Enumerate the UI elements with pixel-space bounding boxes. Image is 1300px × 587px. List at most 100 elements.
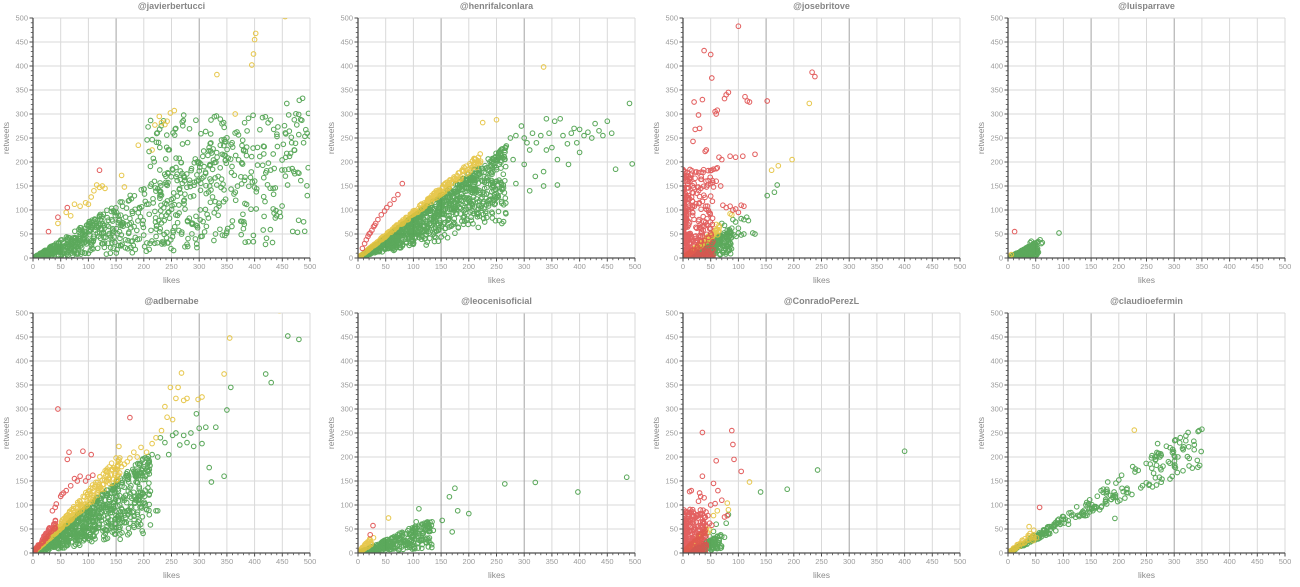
svg-text:150: 150 bbox=[1085, 262, 1098, 271]
subplot-title: @claudioefermin bbox=[1110, 296, 1183, 306]
gridlines bbox=[1008, 312, 1286, 553]
subplot-title: @henrifalconlara bbox=[460, 1, 534, 11]
svg-text:150: 150 bbox=[760, 262, 773, 271]
svg-text:300: 300 bbox=[340, 110, 353, 119]
svg-text:50: 50 bbox=[1032, 262, 1040, 271]
svg-text:250: 250 bbox=[165, 262, 178, 271]
subplot-canvas: 0050501001001501502002002502503003003503… bbox=[0, 0, 325, 295]
data-points bbox=[1008, 426, 1205, 553]
subplot-title: @josebritove bbox=[793, 1, 850, 11]
svg-text:300: 300 bbox=[843, 262, 856, 271]
svg-text:350: 350 bbox=[871, 262, 884, 271]
axis-ticks bbox=[679, 312, 961, 557]
svg-text:450: 450 bbox=[340, 38, 353, 47]
tick-labels: 0050501001001501502002002502503003003503… bbox=[340, 309, 641, 566]
svg-text:200: 200 bbox=[788, 262, 801, 271]
y-axis-label: retweets bbox=[651, 122, 661, 154]
svg-text:450: 450 bbox=[665, 38, 678, 47]
x-axis-label: likes bbox=[163, 570, 180, 580]
svg-text:100: 100 bbox=[15, 206, 28, 215]
data-points bbox=[358, 64, 635, 258]
axis-ticks bbox=[29, 17, 311, 262]
axis-ticks bbox=[679, 17, 961, 262]
svg-text:200: 200 bbox=[990, 158, 1003, 167]
svg-text:0: 0 bbox=[1006, 262, 1010, 271]
svg-text:250: 250 bbox=[815, 262, 828, 271]
subplot-ConradoPerezL: 0 0 50 50 100 100 150 150 200 200 250 250 300 300 350 3… bbox=[650, 295, 975, 587]
svg-text:0: 0 bbox=[31, 262, 35, 271]
svg-text:500: 500 bbox=[629, 262, 642, 271]
red-points bbox=[1036, 504, 1043, 511]
gridlines bbox=[1008, 17, 1286, 258]
svg-text:150: 150 bbox=[435, 262, 448, 271]
svg-text:400: 400 bbox=[990, 62, 1003, 71]
svg-text:0: 0 bbox=[349, 254, 353, 263]
svg-text:400: 400 bbox=[573, 262, 586, 271]
subplot-title: @javierbertucci bbox=[138, 1, 205, 11]
svg-text:50: 50 bbox=[670, 230, 678, 239]
svg-text:200: 200 bbox=[665, 158, 678, 167]
gridlines bbox=[358, 17, 636, 258]
tick-labels: 0050501001001501502002002502503003003503… bbox=[665, 14, 966, 271]
svg-text:100: 100 bbox=[990, 206, 1003, 215]
subplot-claudioefermin: 0 0 50 50 100 100 150 150 200 200 250 250 300 300 350 3… bbox=[975, 295, 1300, 587]
tick-labels: 0050501001001501502002002502503003003503… bbox=[15, 14, 316, 271]
gridlines bbox=[683, 312, 961, 553]
svg-text:0: 0 bbox=[999, 254, 1003, 263]
svg-text:400: 400 bbox=[898, 262, 911, 271]
figure-row-1: 0 0 50 50 100 100 150 150 200 200 250 250 300 300 350 3… bbox=[0, 0, 1300, 295]
svg-text:0: 0 bbox=[24, 254, 28, 263]
svg-text:50: 50 bbox=[20, 230, 28, 239]
subplot-josebritove: 0 0 50 50 100 100 150 150 200 200 250 250 300 300 350 3… bbox=[650, 0, 975, 295]
gridlines bbox=[358, 312, 636, 553]
subplot-canvas: 0050501001001501502002002502503003003503… bbox=[0, 295, 325, 587]
svg-text:500: 500 bbox=[954, 262, 967, 271]
svg-text:0: 0 bbox=[674, 254, 678, 263]
x-axis-label: likes bbox=[1138, 275, 1155, 285]
svg-text:350: 350 bbox=[15, 86, 28, 95]
subplot-title: @luisparrave bbox=[1118, 1, 1175, 11]
svg-text:400: 400 bbox=[340, 62, 353, 71]
svg-text:300: 300 bbox=[990, 110, 1003, 119]
svg-text:100: 100 bbox=[340, 206, 353, 215]
svg-text:200: 200 bbox=[138, 262, 151, 271]
svg-text:350: 350 bbox=[546, 262, 559, 271]
svg-text:350: 350 bbox=[990, 86, 1003, 95]
subplot-leocenisoficial: 0 0 50 50 100 100 150 150 200 200 250 250 300 300 350 3… bbox=[325, 295, 650, 587]
svg-text:100: 100 bbox=[732, 262, 745, 271]
subplot-canvas: 0050501001001501502002002502503003003503… bbox=[975, 0, 1300, 295]
svg-text:50: 50 bbox=[382, 262, 390, 271]
svg-text:400: 400 bbox=[15, 62, 28, 71]
svg-text:300: 300 bbox=[665, 110, 678, 119]
svg-text:200: 200 bbox=[15, 158, 28, 167]
svg-text:350: 350 bbox=[665, 86, 678, 95]
svg-text:150: 150 bbox=[990, 182, 1003, 191]
axis-ticks bbox=[354, 312, 636, 557]
svg-text:250: 250 bbox=[15, 134, 28, 143]
red-points bbox=[367, 522, 376, 538]
subplot-canvas: 0050501001001501502002002502503003003503… bbox=[325, 0, 650, 295]
y-axis-label: retweets bbox=[326, 417, 336, 449]
svg-text:450: 450 bbox=[1251, 262, 1264, 271]
y-axis-label: retweets bbox=[326, 122, 336, 154]
tick-labels: 0050501001001501502002002502503003003503… bbox=[990, 14, 1291, 271]
svg-text:350: 350 bbox=[221, 262, 234, 271]
subplot-canvas: 0050501001001501502002002502503003003503… bbox=[975, 295, 1300, 587]
svg-text:250: 250 bbox=[665, 134, 678, 143]
tick-labels: 0050501001001501502002002502503003003503… bbox=[340, 14, 641, 271]
x-axis-label: likes bbox=[488, 275, 505, 285]
svg-text:50: 50 bbox=[345, 230, 353, 239]
svg-text:500: 500 bbox=[1279, 262, 1292, 271]
svg-text:500: 500 bbox=[304, 262, 317, 271]
y-axis-label: retweets bbox=[976, 417, 986, 449]
yellow-points bbox=[55, 18, 288, 227]
svg-text:0: 0 bbox=[356, 262, 360, 271]
svg-text:200: 200 bbox=[340, 158, 353, 167]
y-axis-label: retweets bbox=[976, 122, 986, 154]
svg-text:500: 500 bbox=[665, 14, 678, 23]
tick-labels: 0050501001001501502002002502503003003503… bbox=[990, 309, 1291, 566]
svg-text:500: 500 bbox=[990, 14, 1003, 23]
svg-text:300: 300 bbox=[193, 262, 206, 271]
svg-text:100: 100 bbox=[665, 206, 678, 215]
